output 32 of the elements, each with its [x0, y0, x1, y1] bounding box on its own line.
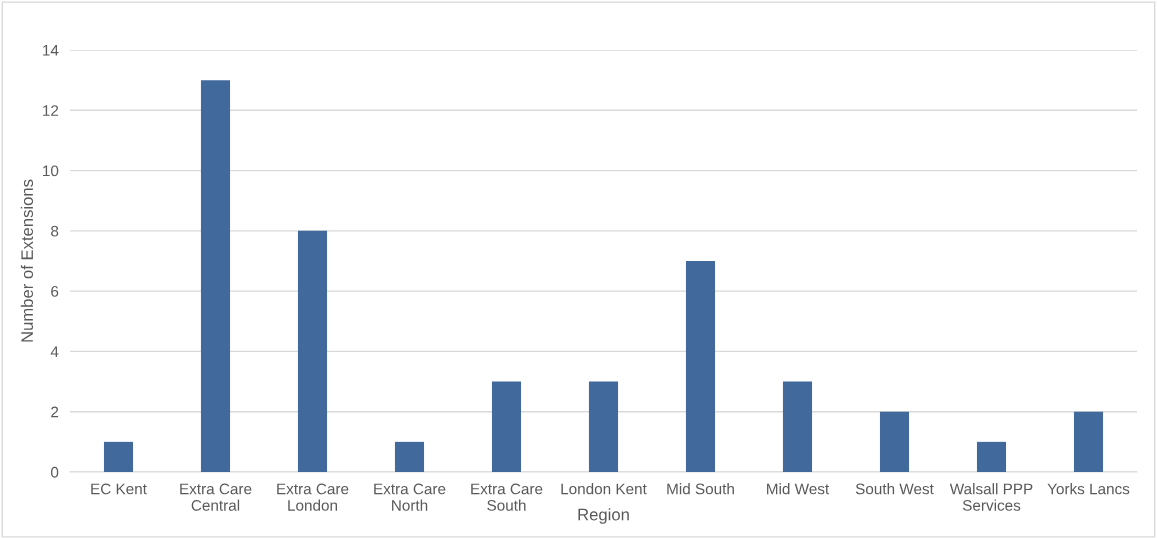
- y-tick-label: 2: [51, 406, 59, 418]
- bar: [782, 381, 813, 472]
- y-tick-label: 8: [51, 225, 59, 237]
- y-axis-title: Number of Extensions: [20, 179, 34, 342]
- y-tick-label: 6: [51, 286, 59, 297]
- x-tick-label: Extra Care Central: [180, 483, 252, 511]
- y-tick-label: 14: [43, 45, 59, 56]
- x-tick-label: EC Kent: [91, 483, 147, 495]
- x-tick-label: Extra Care South: [471, 483, 543, 511]
- bar: [976, 441, 1007, 472]
- bar: [879, 411, 910, 472]
- x-tick-label: London Kent: [561, 483, 647, 495]
- x-tick-label: Mid West: [767, 483, 830, 495]
- bar: [103, 441, 134, 472]
- x-tick-label: Extra Care London: [277, 483, 349, 511]
- bar: [297, 230, 328, 472]
- y-tick-label: 12: [43, 105, 59, 116]
- y-tick-label: 0: [50, 466, 59, 478]
- x-tick-label: Walsall PPP Services: [949, 483, 1033, 511]
- y-tick-label: 10: [43, 165, 59, 177]
- x-tick-label: Mid South: [667, 483, 734, 495]
- x-axis-title: Region: [578, 508, 629, 524]
- bar: [685, 261, 716, 472]
- bar: [1073, 411, 1104, 472]
- bar: [588, 381, 619, 472]
- x-tick-label: South West: [855, 483, 934, 495]
- bar: [200, 80, 231, 472]
- x-tick-label: Yorks Lancs: [1047, 483, 1130, 495]
- bar: [491, 381, 522, 472]
- bar: [394, 441, 425, 472]
- y-tick-label: 4: [50, 346, 59, 357]
- x-tick-label: Extra Care North: [374, 483, 446, 511]
